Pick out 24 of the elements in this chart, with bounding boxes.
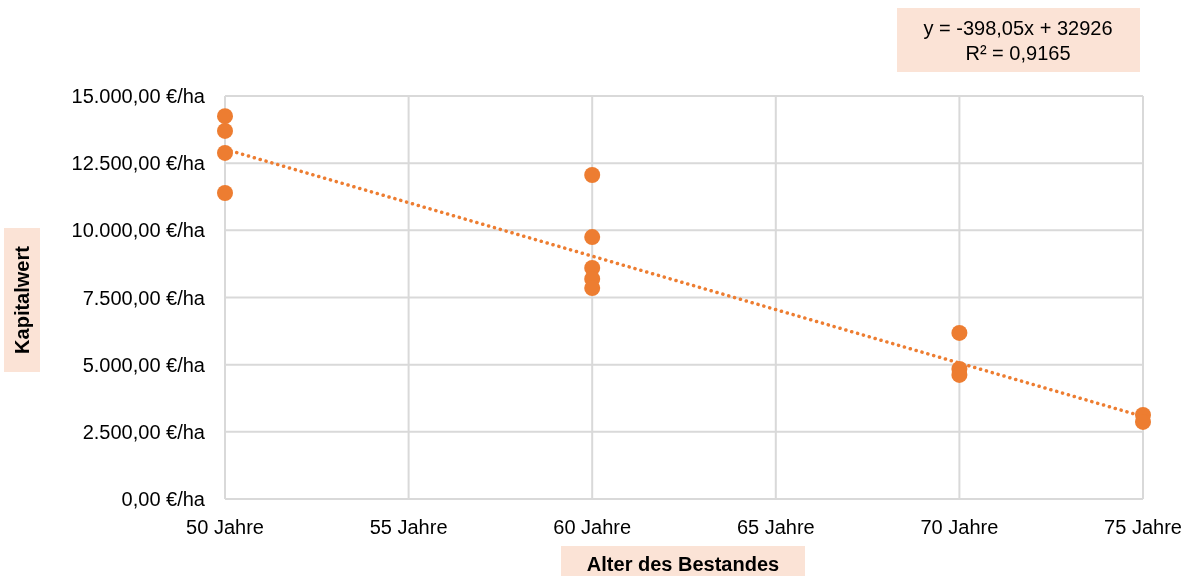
y-tick-label: 7.500,00 €/ha: [82, 286, 206, 309]
text: R² = 0,9165: [965, 42, 1071, 64]
x-tick-label: 65 Jahre: [736, 516, 815, 538]
y-axis-title: Kapitalwert: [11, 245, 33, 354]
x-tick-label: 55 Jahre: [369, 516, 448, 538]
point: [584, 229, 601, 246]
y-tick-label: 0,00 €/ha: [121, 488, 206, 510]
point: [217, 122, 233, 139]
x-tick-label: 50 Jahre: [186, 516, 264, 538]
y-tick-label: 2.500,00 €/ha: [82, 420, 206, 443]
point: [217, 144, 233, 161]
x-tick-label: 70 Jahre: [920, 516, 999, 538]
point: [217, 108, 233, 125]
x-tick-label: 75 Jahre: [1104, 516, 1182, 538]
y-tick-label: 5.000,00 €/ha: [82, 353, 206, 376]
point: [951, 324, 968, 341]
text: y = -398,05x + 32926: [923, 17, 1113, 39]
x-axis-title: Alter des Bestandes: [586, 553, 780, 575]
point: [217, 184, 233, 201]
y-tick-label: 15.000,00 €/ha: [71, 85, 206, 107]
y-tick-label: 10.000,00 €/ha: [71, 219, 206, 242]
y-tick-label: 12.500,00 €/ha: [71, 152, 206, 175]
x-tick-label: 60 Jahre: [553, 516, 632, 538]
point: [584, 166, 601, 183]
